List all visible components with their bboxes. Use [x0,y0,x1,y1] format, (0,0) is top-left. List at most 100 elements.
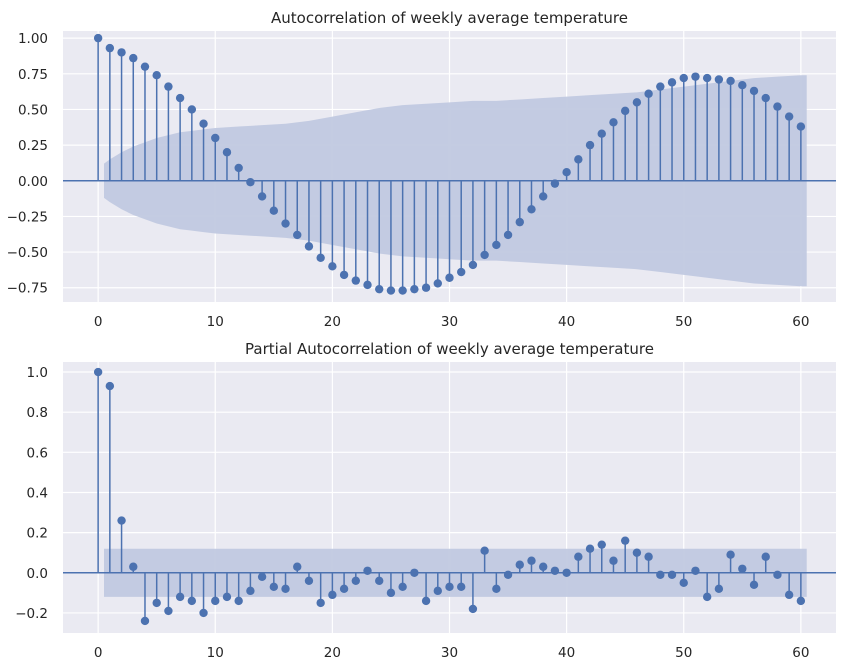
stem-marker [761,552,770,561]
stem-marker [609,556,618,565]
x-tick-label: 50 [675,645,692,661]
stem-marker [234,163,243,173]
stem-marker [117,48,126,57]
stem-marker [445,582,454,592]
stem-marker [410,568,419,577]
stem-marker [656,570,665,579]
pacf-title: Partial Autocorrelation of weekly averag… [245,340,654,358]
stem-marker [714,75,724,84]
stem-marker [421,596,431,606]
stem-marker [293,562,302,571]
stem-marker [410,284,419,294]
stem-marker [632,548,642,557]
stem-marker [550,179,560,188]
stem-marker [105,43,115,53]
stem-marker [620,536,630,545]
stem-marker [726,76,735,86]
stem-marker [492,584,501,594]
stem-marker [644,89,653,98]
x-tick-label: 40 [558,314,575,330]
y-tick-label: 0.25 [18,138,48,154]
stem-marker [339,584,349,594]
stem-marker [679,73,688,83]
stem-marker [562,568,571,577]
y-tick-label: −0.75 [7,281,48,297]
y-tick-label: −0.2 [15,606,48,622]
stem-marker [691,72,700,81]
stem-marker [105,381,115,391]
stem-marker [246,586,255,596]
stem-marker [457,582,466,592]
stem-marker [667,570,677,579]
y-tick-label: 1.00 [18,31,48,47]
y-tick-label: 0.6 [27,445,48,461]
x-tick-label: 0 [94,645,103,661]
stem-marker [749,580,759,590]
stem-marker [304,242,314,251]
x-tick-label: 50 [675,314,692,330]
stem-marker [433,279,442,288]
stem-marker [457,267,466,277]
stem-marker [726,550,735,559]
y-tick-label: 0.50 [18,102,48,118]
stem-marker [269,206,279,215]
stem-marker [738,564,747,573]
stem-marker [117,516,126,525]
stem-marker [620,106,630,116]
stem-marker [93,33,103,43]
stem-marker [164,606,173,616]
stem-marker [152,598,161,608]
stem-marker [562,168,571,177]
stem-marker [316,598,325,608]
stem-marker [714,584,724,594]
x-tick-label: 10 [207,314,224,330]
x-tick-label: 60 [792,314,809,330]
stem-marker [656,82,665,91]
y-tick-label: 0.4 [27,485,48,501]
stem-marker [796,596,806,606]
stem-marker [152,71,161,80]
stem-marker [480,250,489,260]
stem-marker [468,260,478,270]
stem-marker [702,592,712,602]
pacf-stems [93,367,806,626]
stem-marker [574,155,583,164]
stem-marker [585,544,595,553]
stem-marker [351,276,361,285]
stem-marker [140,616,150,626]
stem-marker [667,78,677,87]
x-tick-label: 0 [94,314,103,330]
stem-marker [538,192,548,201]
stem-marker [421,283,431,292]
stem-marker [679,578,688,588]
stem-marker [281,219,290,228]
stem-marker [632,98,642,107]
stem-marker [375,576,384,586]
stem-marker [304,576,314,586]
x-tick-label: 30 [441,314,458,330]
stem-marker [281,584,290,594]
stem-marker [140,62,150,71]
stem-marker [550,566,560,575]
stem-marker [445,273,454,282]
stem-marker [527,205,536,214]
pacf-x-tick-labels: 0 10 20 30 40 50 60 [94,645,810,661]
stem-marker [363,280,372,290]
stem-marker [234,596,243,606]
stem-marker [129,562,138,571]
stem-marker [773,570,782,579]
y-tick-label: 0.75 [18,67,48,83]
stem-marker [398,286,407,295]
stem-marker [644,552,653,561]
acf-x-tick-labels: 0 10 20 30 40 50 60 [94,314,810,330]
stem-marker [199,608,208,618]
stem-marker [503,570,513,579]
stem-marker [211,596,220,606]
stem-marker [433,586,442,596]
y-tick-label: −0.50 [7,245,48,261]
stem-marker [199,119,208,128]
stem-marker [796,122,806,131]
stem-marker [503,230,513,240]
stem-marker [93,367,103,377]
stem-marker [257,192,267,201]
